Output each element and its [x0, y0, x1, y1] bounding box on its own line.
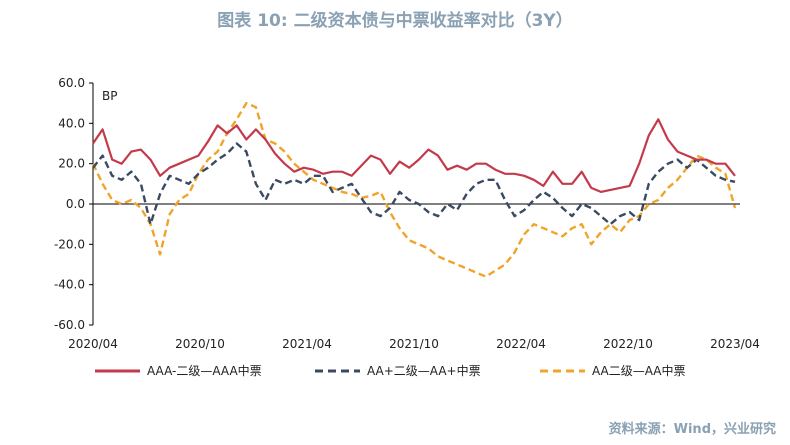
- series-line-2: [92, 142, 736, 226]
- legend-label: AA+二级—AA+中票: [367, 363, 481, 378]
- series-layer: [91, 102, 737, 278]
- x-tick-label: 2021/10: [389, 337, 439, 351]
- source-note: 资料来源：Wind，兴业研究: [608, 422, 776, 437]
- y-tick-label: -40.0: [54, 278, 85, 292]
- series-line-1: [92, 118, 736, 193]
- y-tick-label: 20.0: [58, 157, 85, 171]
- y-tick-label: -60.0: [54, 318, 85, 332]
- legend: AAA-二级—AAA中票 AA+二级—AA+中票 AA二级—AA中票: [95, 363, 686, 378]
- series-line-3: [91, 102, 737, 278]
- x-tick-label: 2020/10: [175, 337, 225, 351]
- x-tick-label: 2020/04: [68, 337, 118, 351]
- legend-label: AA二级—AA中票: [592, 363, 686, 378]
- legend-label: AAA-二级—AAA中票: [147, 363, 262, 378]
- y-tick-label: 60.0: [58, 76, 85, 90]
- chart-title: 图表 10: 二级资本债与中票收益率对比（3Y）: [217, 11, 573, 31]
- y-tick-label: -20.0: [54, 237, 85, 251]
- x-tick-label: 2021/04: [282, 337, 332, 351]
- x-tick-label: 2022/04: [496, 337, 546, 351]
- x-tick-label: 2022/10: [603, 337, 653, 351]
- y-tick-label: 0.0: [66, 197, 85, 211]
- y-tick-label: 40.0: [58, 116, 85, 130]
- unit-label: BP: [102, 89, 117, 103]
- axes: 60.0 40.0 20.0 0.0 -20.0 -40.0 -60.0 BP 2020/04 2…: [54, 76, 760, 351]
- x-tick-label: 2023/04: [710, 337, 760, 351]
